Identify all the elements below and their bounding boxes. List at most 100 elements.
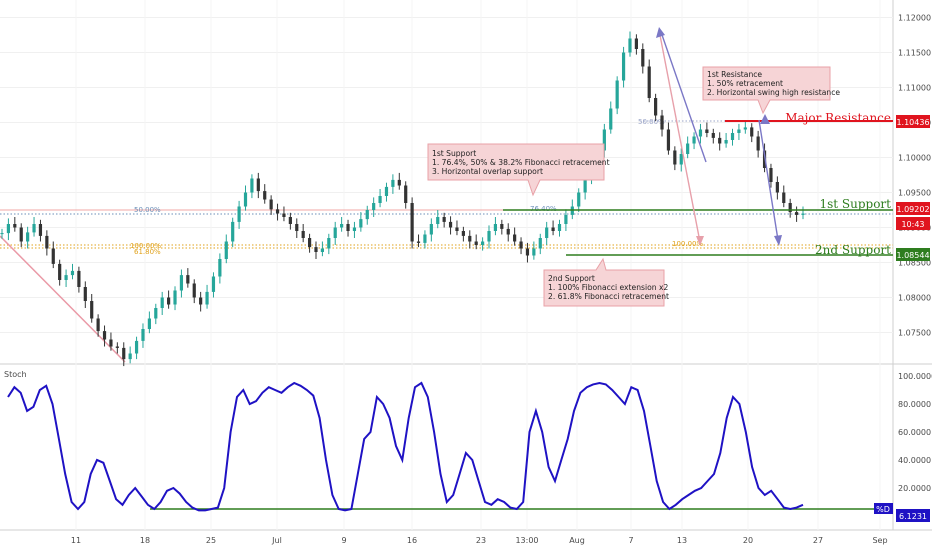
candle-body	[333, 227, 337, 238]
candle-body	[647, 66, 651, 98]
level-labels: Major Resistance 1st Support 2nd Support	[785, 111, 891, 257]
arrow-head-3	[774, 235, 782, 246]
candle-body	[673, 150, 677, 165]
candle-body	[256, 178, 260, 192]
countdown-tag: 10:43	[901, 220, 924, 229]
candle-body	[154, 308, 158, 319]
callout-second-support-box	[543, 257, 665, 307]
candle-body	[301, 231, 305, 238]
first-support-label: 1st Support	[819, 197, 891, 211]
candle-body	[621, 52, 626, 81]
fib-label-76: 76.40%	[530, 205, 557, 213]
candle-body	[705, 129, 709, 133]
candle-body	[365, 210, 369, 220]
candle-body	[750, 127, 754, 137]
time-tick-label: 16	[407, 536, 417, 545]
candle-body	[698, 129, 703, 137]
callout-second-support-line1: 1. 100% Fibonacci extension x2	[548, 283, 668, 292]
candle-body	[423, 234, 427, 243]
stoch-readout-label: %D	[876, 505, 890, 514]
stoch-tick-label: 60.0000	[898, 428, 931, 437]
arrow-head-2	[656, 27, 665, 38]
candle-body	[493, 224, 498, 231]
candle-body	[199, 297, 203, 305]
second-support-tag-bg	[896, 248, 930, 261]
fib-labels: 50.00% 76.40% 100.00% 61.80% 100.00% 50.…	[130, 118, 703, 256]
time-tick-label: Aug	[569, 536, 585, 545]
time-tick-label: Jul	[271, 536, 282, 545]
candle-body	[314, 247, 318, 252]
candle-body	[224, 241, 228, 259]
price-tick-label: 1.11500	[898, 49, 931, 58]
candle-body	[359, 219, 363, 228]
candle-body	[775, 182, 779, 193]
candle-body	[83, 287, 87, 301]
callout-second-support-title: 2nd Support	[548, 274, 595, 283]
candle-body	[641, 49, 645, 67]
countdown-tag-bg	[896, 217, 930, 230]
stoch-readout-value: 6.1231	[899, 512, 927, 521]
candle-body	[583, 179, 587, 193]
candle-body	[718, 137, 722, 144]
candle-body	[211, 276, 216, 292]
candle-body	[519, 241, 523, 249]
candle-body	[609, 108, 613, 130]
candle-body	[231, 221, 235, 242]
candle-body	[70, 270, 75, 276]
price-tick-label: 1.08000	[898, 294, 931, 303]
major-resistance-tag: 1.10436	[896, 118, 929, 127]
candle-body	[58, 263, 62, 280]
candle-body	[782, 192, 786, 203]
callout-resistance-line2: 2. Horizontal swing high resistance	[707, 88, 840, 97]
candle-body	[794, 212, 799, 215]
arrow-head-4	[760, 114, 770, 124]
key-levels	[503, 120, 893, 256]
candle-body	[96, 318, 100, 332]
candle-body	[551, 227, 555, 231]
callout-resistance-box	[702, 66, 831, 115]
current-price-tag: 1.09202	[896, 205, 929, 214]
candle-body	[45, 235, 49, 249]
callout-second-support: 2nd Support 1. 100% Fibonacci extension …	[543, 257, 669, 307]
stoch-title: Stoch	[4, 370, 27, 379]
candle-body	[218, 259, 222, 277]
fib-label-61: 61.80%	[134, 248, 161, 256]
candle-body	[378, 196, 382, 203]
stoch-tick-label: 40.0000	[898, 456, 931, 465]
candle-body	[545, 227, 549, 238]
candle-body	[801, 213, 805, 215]
callout-first-support-title: 1st Support	[432, 149, 476, 158]
fib-label-100: 100.00%	[130, 242, 161, 250]
candle-body	[372, 203, 376, 210]
candle-body	[455, 227, 459, 231]
candle-body	[737, 129, 741, 133]
candle-body	[577, 192, 581, 207]
candle-body	[679, 154, 683, 165]
candle-body	[525, 248, 530, 256]
candle-body	[634, 38, 638, 49]
candle-body	[416, 241, 421, 243]
candle-body	[295, 224, 299, 231]
candle-body	[538, 238, 542, 249]
candle-body	[26, 232, 30, 242]
time-tick-label: 27	[813, 536, 823, 545]
candle-body	[474, 241, 478, 245]
candle-body	[237, 206, 241, 222]
time-tick-label: 18	[140, 536, 150, 545]
candle-body	[13, 224, 17, 228]
price-tags: 1.10436 1.09202 10:43 1.08544	[896, 115, 930, 261]
stoch-readout-label-bg	[874, 503, 893, 514]
stoch-readout-tag-bg	[896, 509, 930, 522]
price-tick-label: 1.11000	[898, 84, 931, 93]
candle-body	[532, 248, 536, 256]
candle-body	[442, 217, 446, 222]
price-tick-label: 1.08500	[898, 259, 931, 268]
stoch-tick-label: 100.0000	[898, 372, 932, 381]
candle-body	[711, 133, 715, 138]
fib-label-50-upper: 50.00%	[638, 118, 665, 126]
major-resistance-label: Major Resistance	[785, 111, 891, 125]
second-support-tag: 1.08544	[896, 251, 929, 260]
candle-body	[109, 339, 113, 347]
candle-body	[275, 209, 280, 214]
